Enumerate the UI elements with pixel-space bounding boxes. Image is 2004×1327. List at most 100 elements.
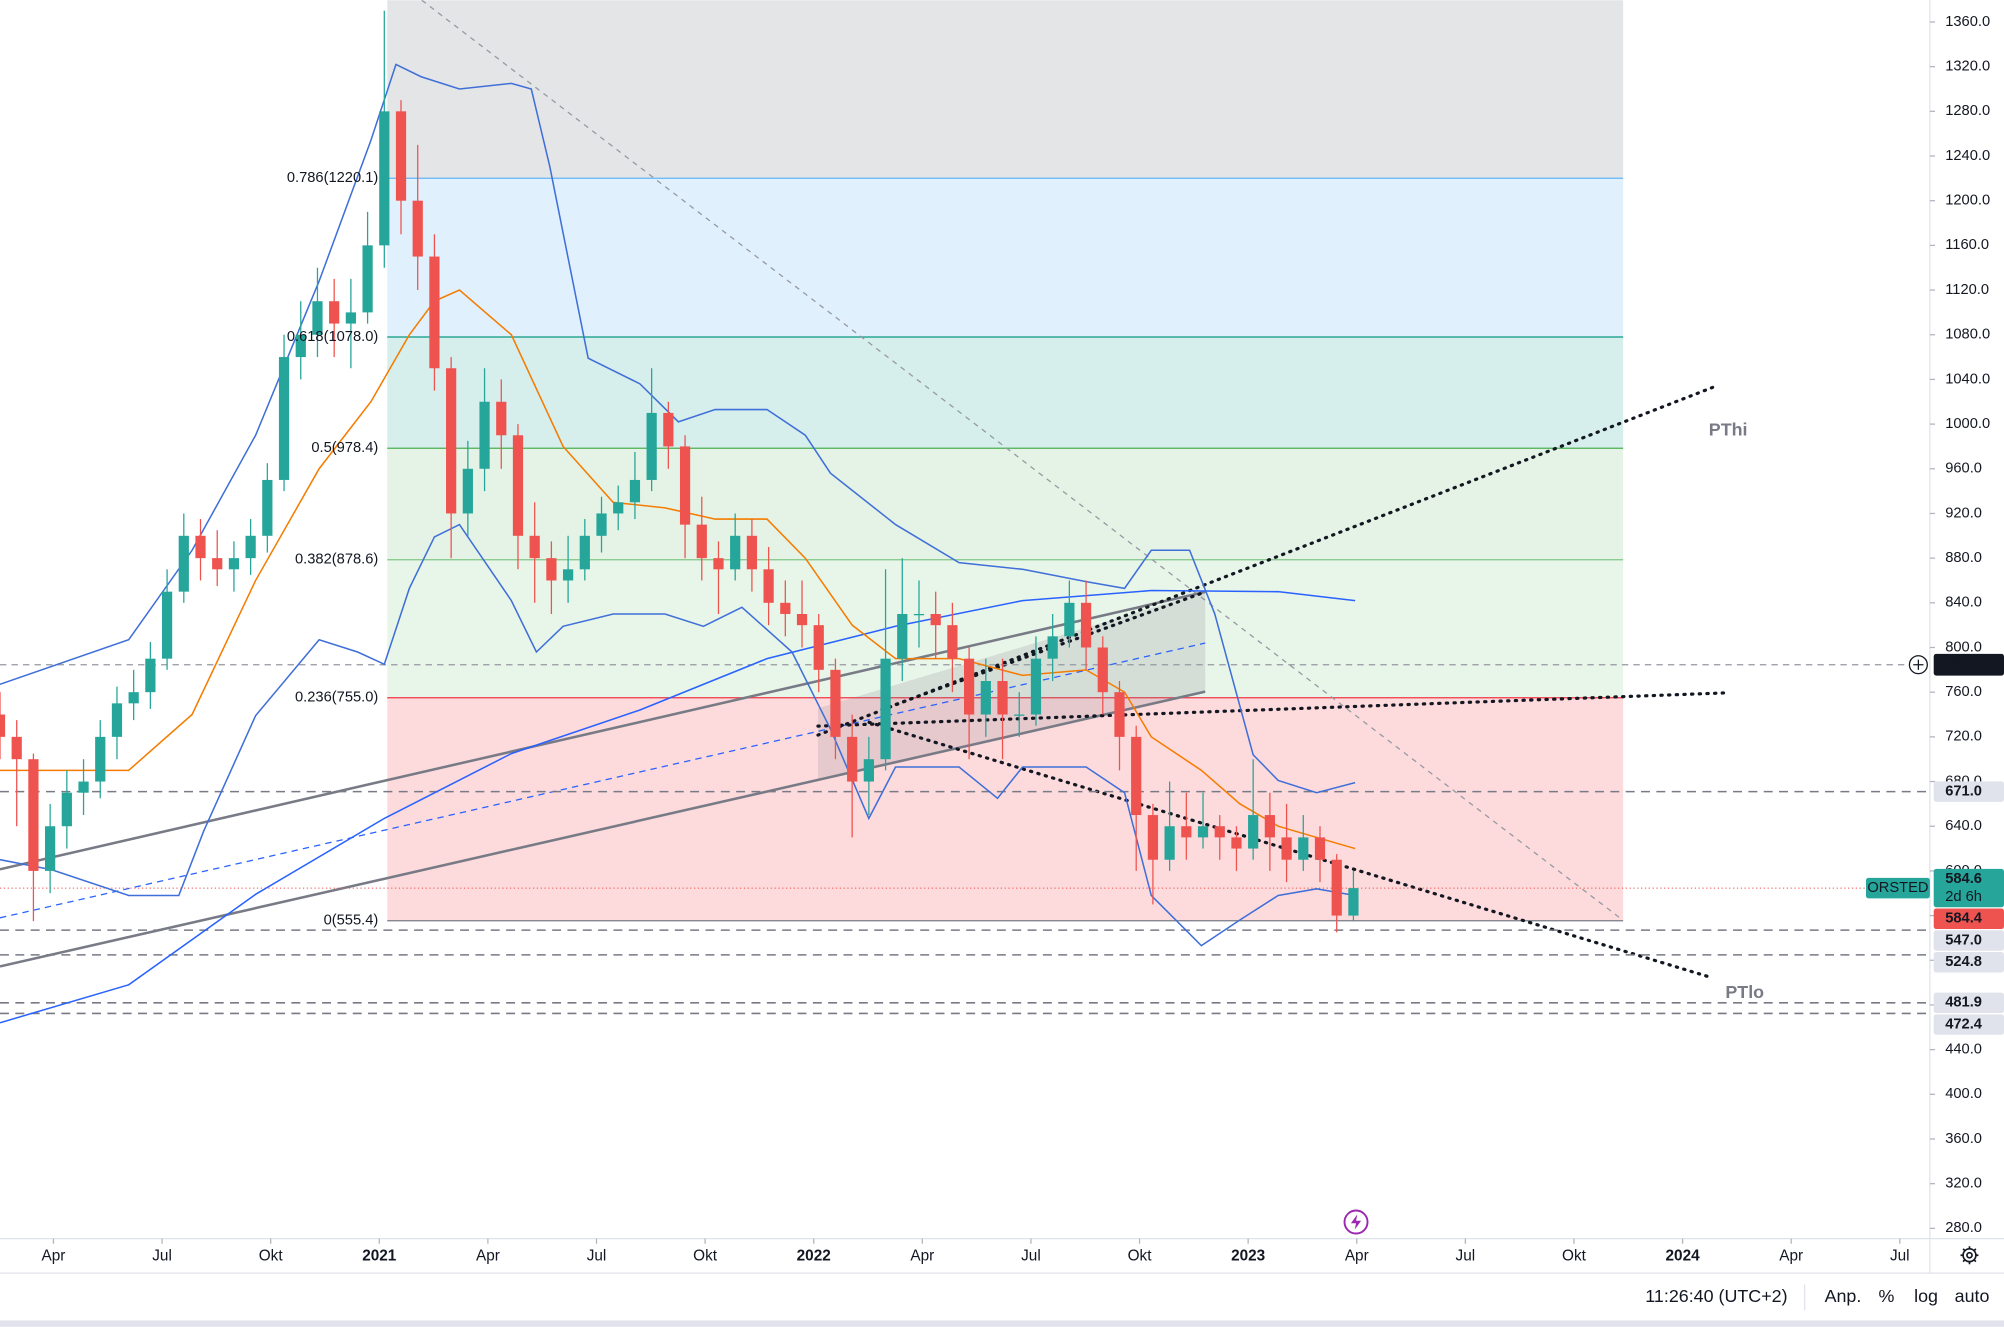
trend-diagonal	[421, 0, 1624, 921]
fib-zone	[387, 0, 1624, 179]
x-tick-label: Jul	[1021, 1248, 1041, 1265]
percent-button[interactable]: %	[1878, 1286, 1894, 1306]
countdown: 2d 6h	[1945, 889, 1982, 905]
candle-body	[964, 658, 975, 715]
candle-body	[1114, 692, 1125, 737]
annotation: PThi	[1709, 420, 1748, 440]
candle-body	[329, 301, 340, 324]
candle-body	[496, 401, 507, 436]
y-tick-label: 400.0	[1945, 1086, 1982, 1102]
fib-label: 0.786(1220.1)	[287, 170, 378, 186]
candle-body	[345, 312, 356, 324]
candle-body	[546, 558, 557, 581]
symbol-label: ORSTED	[1867, 880, 1928, 896]
candle-body	[11, 736, 22, 760]
fib-zone	[387, 178, 1624, 337]
candle-body	[880, 658, 891, 760]
fib-label: 0.382(878.6)	[295, 552, 378, 568]
y-tick-label: 320.0	[1945, 1176, 1982, 1192]
crosshair-label: 784.6	[1945, 657, 1982, 673]
x-tick-label: Apr	[42, 1248, 66, 1265]
candle-body	[1331, 859, 1342, 916]
auto-button[interactable]: auto	[1955, 1286, 1990, 1306]
indicator-line	[0, 289, 1356, 850]
candle-body	[1348, 888, 1359, 916]
indicator-line	[0, 63, 1356, 794]
candle-body	[730, 535, 741, 570]
price-line-label-box	[1933, 1014, 2004, 1035]
x-tick-label: 2024	[1666, 1248, 1701, 1265]
candle-body	[596, 513, 607, 536]
fib-zone	[387, 336, 1624, 449]
settings-icon[interactable]	[1960, 1246, 1979, 1265]
adjust-button[interactable]: Anp.	[1825, 1286, 1862, 1306]
candle-body	[362, 245, 373, 313]
y-tick-label: 880.0	[1945, 550, 1982, 566]
x-tick-label: Apr	[1779, 1248, 1803, 1265]
symbol-box	[1865, 877, 1930, 899]
y-tick-label: 640.0	[1945, 818, 1982, 834]
price-line-label-box	[1933, 930, 2004, 951]
y-tick-label: 1040.0	[1945, 371, 1990, 387]
candle-body	[1047, 636, 1058, 659]
fib-zone	[387, 697, 1624, 921]
candle-body	[178, 535, 189, 592]
candle-body	[295, 334, 306, 358]
candle-body	[947, 625, 958, 659]
candle-body	[696, 524, 707, 559]
candle-body	[45, 826, 56, 871]
price-axis: 280.0320.0360.0400.0440.0480.0520.0560.0…	[1929, 14, 1990, 1236]
candle-body	[78, 781, 89, 793]
candles	[0, 10, 1359, 933]
candle-body	[1264, 815, 1275, 838]
candle-body	[746, 535, 758, 570]
pt-mid-line	[816, 691, 1727, 728]
candle-body	[479, 401, 490, 469]
y-tick-label: 720.0	[1945, 729, 1982, 745]
price-line-label: 481.9	[1945, 995, 1982, 1011]
bid-label: 584.4	[1945, 911, 1983, 927]
x-tick-label: Apr	[476, 1248, 500, 1265]
price-line-label: 524.8	[1945, 954, 1982, 970]
candle-body	[1314, 837, 1326, 860]
candle-body	[579, 535, 590, 570]
candle-body	[412, 200, 423, 257]
pt-low-line	[867, 720, 1715, 980]
candle-body	[1298, 837, 1309, 860]
candle-body	[913, 613, 925, 616]
x-tick-label: Jul	[587, 1248, 607, 1265]
candle-body	[379, 111, 390, 246]
candle-body	[663, 412, 674, 447]
y-tick-label: 1280.0	[1945, 103, 1990, 119]
x-tick-label: 2022	[797, 1248, 831, 1265]
y-tick-label: 1120.0	[1945, 282, 1989, 298]
fib-label: 0.618(1078.0)	[287, 329, 378, 345]
candle-body	[95, 736, 106, 782]
candle-body	[780, 602, 791, 614]
indicator-line	[0, 589, 1356, 1024]
candle-body	[128, 692, 139, 704]
candle-body	[245, 535, 256, 559]
x-tick-label: Apr	[910, 1248, 934, 1265]
candle-body	[111, 703, 123, 737]
price-line-label-box	[1933, 952, 2004, 973]
y-tick-label: 1360.0	[1945, 14, 1990, 30]
fib-labels: 0.786(1220.1) 0.618(1078.0) 0.5(978.4) 0.38…	[287, 170, 378, 928]
candle-body	[1030, 658, 1042, 715]
fib-label: 0.236(755.0)	[295, 690, 378, 706]
annotation: PTlo	[1725, 982, 1764, 1002]
candle-body	[713, 558, 724, 570]
indicators	[0, 63, 1356, 1024]
candle-body	[1064, 602, 1075, 637]
candle-body	[1147, 815, 1159, 860]
candle-body	[28, 759, 39, 871]
x-tick-label: 2023	[1231, 1248, 1265, 1265]
candle-body	[429, 256, 440, 369]
candle-body	[462, 468, 473, 514]
y-tick-label: 760.0	[1945, 684, 1982, 700]
log-button[interactable]: log	[1914, 1286, 1938, 1306]
time-zone[interactable]: 11:26:40 (UTC+2)	[1645, 1286, 1787, 1306]
alert-icon[interactable]	[1343, 1209, 1369, 1235]
